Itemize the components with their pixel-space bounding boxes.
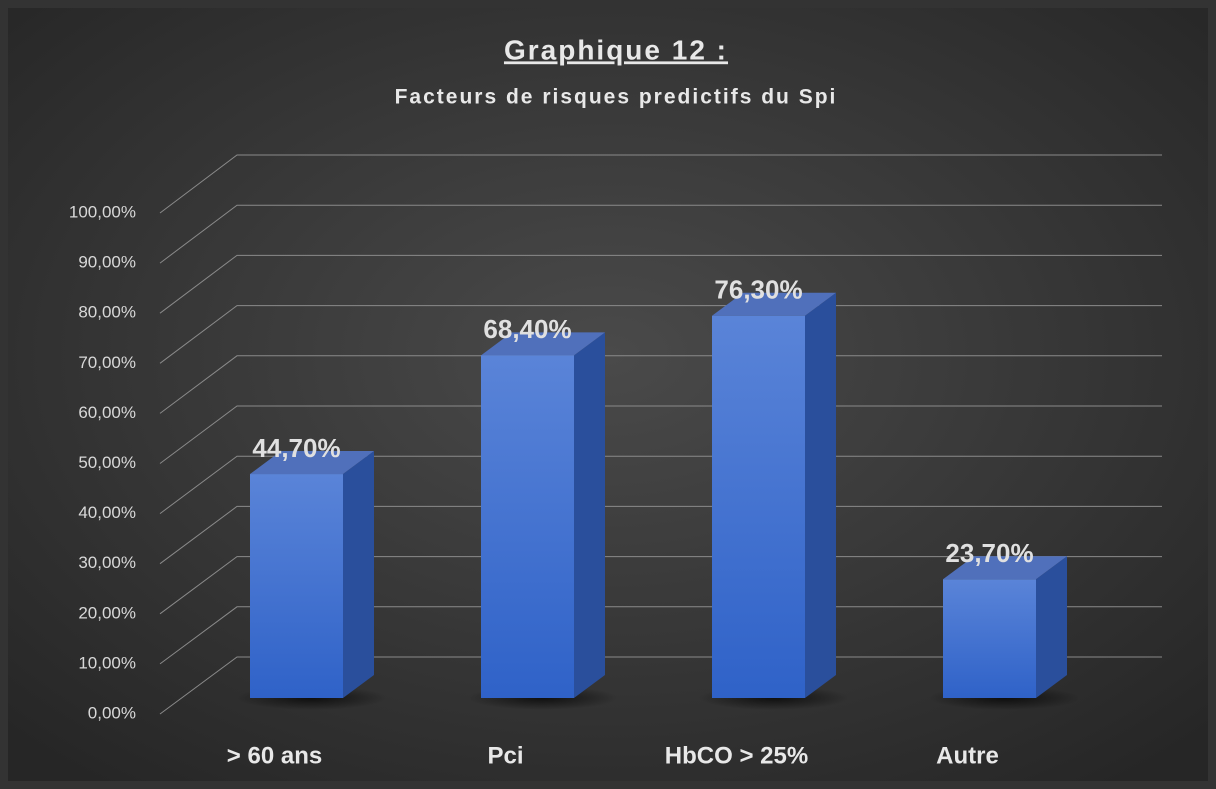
data-label: 23,70% — [945, 538, 1033, 568]
bar-top — [481, 332, 605, 356]
grid-line — [159, 405, 1162, 464]
grid-line — [159, 455, 1162, 515]
data-label: 68,40% — [483, 314, 571, 344]
grid-line — [159, 656, 1162, 715]
y-tick-label: 30,00% — [78, 553, 136, 572]
bar-top — [250, 451, 374, 475]
grid-line — [159, 204, 1162, 264]
grid-line — [159, 305, 1162, 364]
grid-line — [159, 606, 1162, 665]
bar-side — [343, 451, 374, 698]
bar-side — [1036, 556, 1067, 698]
bar — [481, 355, 574, 698]
y-tick-label: 60,00% — [78, 403, 136, 422]
data-label: 76,30% — [714, 275, 802, 305]
y-tick-label: 100,00% — [69, 202, 136, 221]
grid-line — [159, 556, 1162, 615]
bar-side — [574, 332, 605, 698]
grid-line — [159, 154, 1162, 214]
y-tick-label: 90,00% — [78, 253, 136, 272]
data-label: 44,70% — [252, 433, 340, 463]
grid-line — [159, 355, 1162, 414]
y-tick-label: 70,00% — [78, 353, 136, 372]
bar — [712, 315, 805, 698]
bar — [943, 579, 1036, 698]
bar-top — [712, 292, 836, 316]
chart-subtitle: Facteurs de risques predictifs du Spi — [395, 86, 838, 109]
y-tick-label: 50,00% — [78, 453, 136, 472]
y-tick-label: 40,00% — [78, 503, 136, 522]
y-tick-label: 0,00% — [88, 703, 136, 722]
chart-title: Graphique 12 : — [504, 34, 728, 65]
grid-line — [159, 254, 1162, 314]
x-tick-label: Pci — [487, 742, 523, 769]
bar — [250, 474, 343, 698]
x-tick-label: > 60 ans — [227, 742, 322, 769]
bar-side — [805, 292, 836, 698]
y-tick-label: 10,00% — [78, 653, 136, 672]
y-tick-label: 20,00% — [78, 603, 136, 622]
bar-top — [943, 556, 1067, 580]
grid-line — [159, 505, 1162, 565]
x-tick-label: Autre — [936, 742, 999, 769]
y-tick-label: 80,00% — [78, 303, 136, 322]
x-tick-label: HbCO > 25% — [665, 742, 808, 769]
